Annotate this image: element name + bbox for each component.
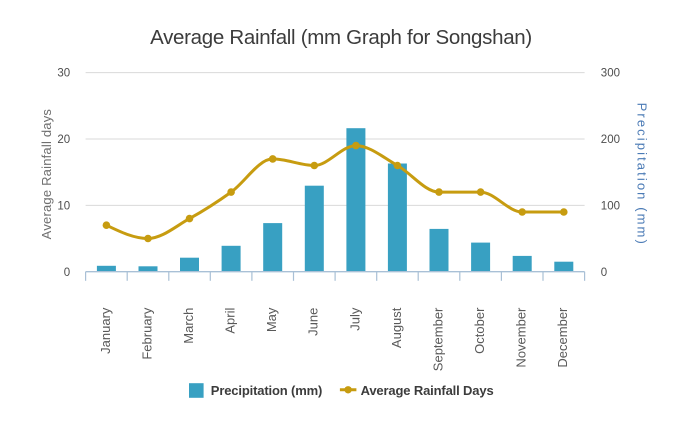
svg-text:March: March — [181, 308, 196, 344]
svg-text:30: 30 — [57, 68, 70, 80]
svg-text:August: August — [389, 307, 404, 348]
svg-text:20: 20 — [57, 134, 70, 146]
svg-text:June: June — [306, 308, 321, 336]
svg-text:September: September — [430, 307, 445, 371]
svg-text:0: 0 — [64, 267, 70, 279]
svg-text:Average Rainfall days: Average Rainfall days — [39, 109, 54, 240]
svg-text:February: February — [139, 307, 154, 360]
svg-text:January: January — [98, 307, 113, 354]
svg-text:Average Rainfall (mm Graph for: Average Rainfall (mm Graph for Songshan) — [150, 26, 532, 49]
svg-text:Average Rainfall Days: Average Rainfall Days — [361, 383, 494, 398]
svg-text:April: April — [223, 307, 238, 333]
svg-text:200: 200 — [601, 134, 620, 146]
svg-text:Precipitation (mm): Precipitation (mm) — [211, 383, 322, 398]
svg-text:300: 300 — [601, 68, 620, 80]
svg-text:Precipitation (mm): Precipitation (mm) — [635, 103, 650, 246]
svg-text:July: July — [347, 307, 362, 331]
svg-text:October: October — [472, 307, 487, 354]
svg-text:December: December — [555, 307, 570, 368]
svg-text:November: November — [514, 307, 529, 368]
svg-text:May: May — [264, 307, 279, 332]
svg-text:100: 100 — [601, 200, 620, 212]
svg-text:0: 0 — [601, 267, 607, 279]
svg-text:10: 10 — [57, 200, 70, 212]
